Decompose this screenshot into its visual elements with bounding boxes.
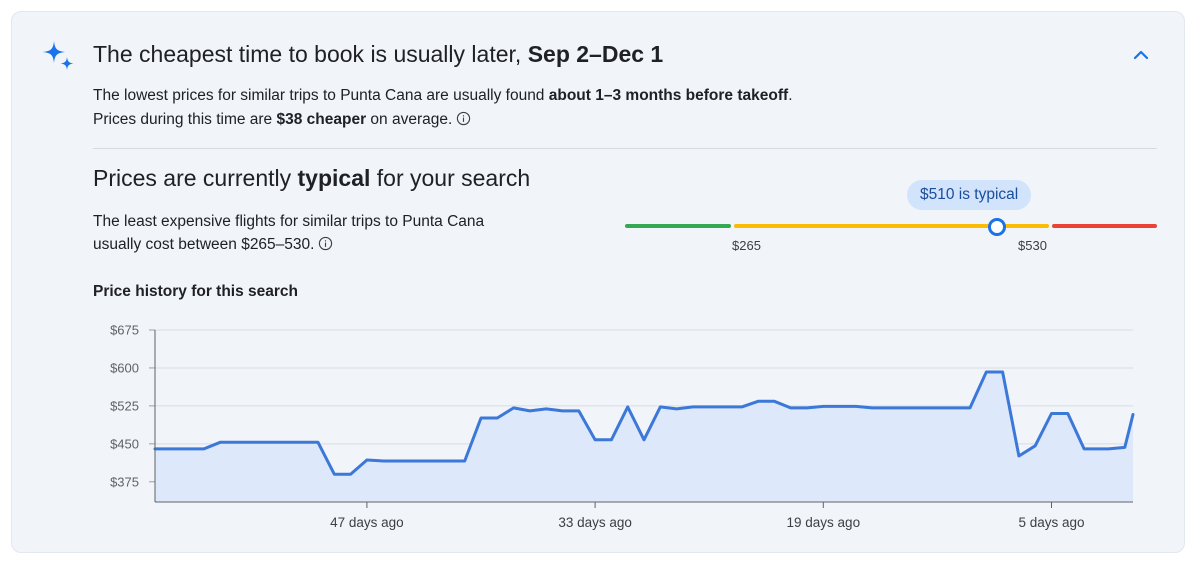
price-history-line [153,370,1135,476]
status-level: typical [297,165,371,191]
title-dates: Sep 2–Dec 1 [527,41,664,67]
range-text: The least expensive flights for similar … [93,213,485,253]
insight-text-3: on average. [366,111,453,128]
insight-text-1: The lowest prices for similar trips to P… [93,87,549,104]
sparkle-icon [43,41,74,70]
gauge-high-segment [1052,224,1157,228]
typical-range-text: The least expensive flights for similar … [93,210,493,256]
gauge-current-marker [988,218,1006,236]
gauge-typical-segment [734,224,1049,228]
info-icon[interactable] [318,236,333,251]
x-tick-label: 19 days ago [787,515,861,530]
chevron-up-icon[interactable] [1128,42,1154,68]
y-tick-label: $450 [110,436,139,451]
x-tick-label: 5 days ago [1018,515,1084,530]
x-tick-label: 33 days ago [558,515,632,530]
booking-advice-text: The lowest prices for similar trips to P… [93,84,793,132]
price-history-title: Price history for this search [93,283,299,300]
y-tick-label: $525 [110,398,139,413]
insight-bold-timing: about 1–3 months before takeoff [548,87,789,104]
x-tick-label: 47 days ago [330,515,404,530]
section-divider [93,148,1157,149]
price-status-heading: Prices are currently typical for your se… [93,163,530,193]
title-prefix: The cheapest time to book is usually lat… [93,41,528,67]
booking-advice-title: The cheapest time to book is usually lat… [93,39,663,69]
insight-text-2: . Prices during this time are [93,87,793,128]
price-level-gauge: $510 is typical $265 $530 [620,176,1165,260]
insight-bold-savings: $38 cheaper [276,111,367,128]
y-tick-label: $675 [110,323,139,338]
price-area-fill [155,372,1133,502]
gauge-low-label: $265 [732,238,761,253]
current-price-bubble: $510 is typical [907,180,1032,210]
y-tick-label: $375 [110,474,139,489]
gauge-high-label: $530 [1018,238,1047,253]
gauge-low-segment [625,224,731,228]
y-tick-label: $600 [110,360,139,375]
status-prefix: Prices are currently [93,165,298,191]
status-suffix: for your search [370,165,531,191]
info-icon[interactable] [456,111,471,126]
